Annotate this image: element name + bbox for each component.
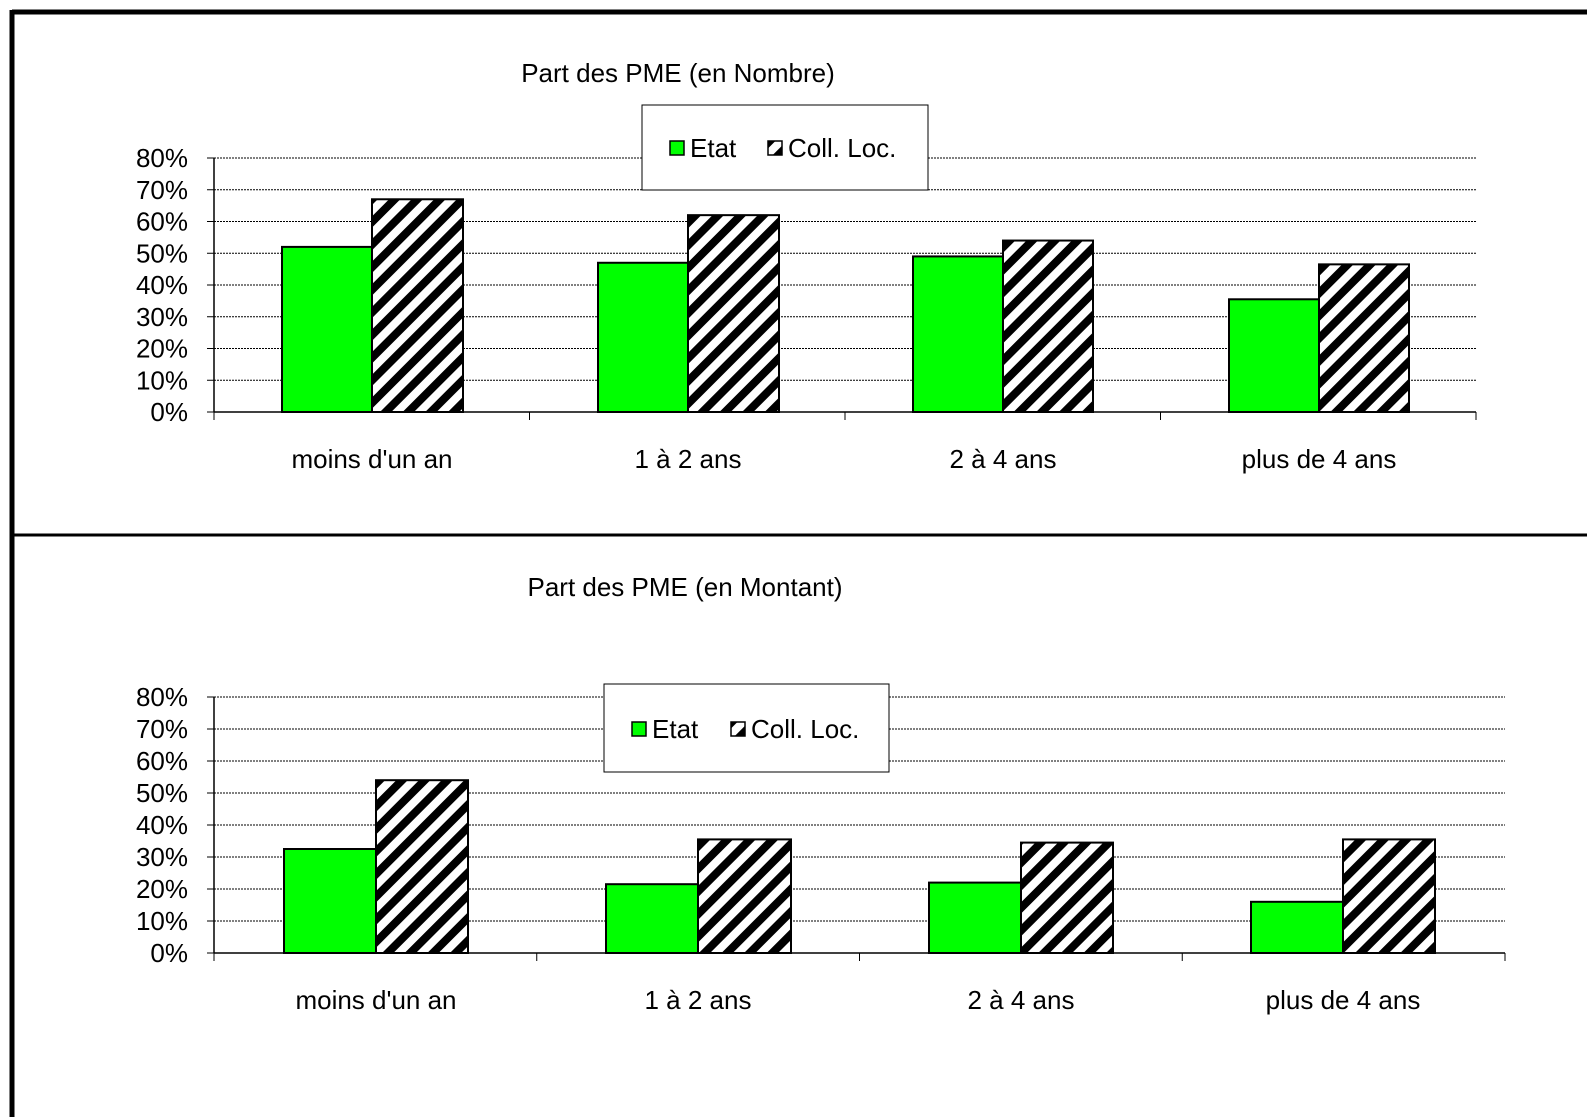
bars	[283, 779, 1436, 955]
y-tick-label: 80%	[136, 682, 188, 712]
legend-swatch-etat	[669, 140, 685, 156]
bar-coll-loc	[371, 198, 464, 413]
legend-label-etat: Etat	[652, 714, 699, 744]
y-tick-label: 10%	[136, 365, 188, 395]
x-tick-label: 2 à 4 ans	[950, 444, 1057, 474]
bar-coll-loc	[697, 838, 792, 955]
bar-coll-loc	[1020, 841, 1114, 954]
bars	[281, 198, 1410, 414]
chart-title: Part des PME (en Montant)	[527, 572, 842, 602]
y-tick-label: 10%	[136, 906, 188, 936]
bar-coll-loc	[1342, 838, 1436, 955]
x-tick-label: moins d'un an	[295, 985, 456, 1015]
y-tick-label: 80%	[136, 143, 188, 173]
legend-label-coll-loc: Coll. Loc.	[751, 714, 859, 744]
figure-frame	[9, 9, 1587, 1117]
legend-box	[603, 683, 890, 773]
y-tick-label: 60%	[136, 207, 188, 237]
bar-etat	[597, 261, 689, 413]
legend-swatch-coll-loc	[730, 721, 746, 737]
y-tick-label: 40%	[136, 270, 188, 300]
bar-etat	[928, 881, 1022, 954]
x-tick-label: plus de 4 ans	[1242, 444, 1397, 474]
y-tick-label: 30%	[136, 842, 188, 872]
y-tick-label: 20%	[136, 334, 188, 364]
bar-etat	[1228, 298, 1320, 414]
y-tick-label: 50%	[136, 238, 188, 268]
chart-title: Part des PME (en Nombre)	[521, 58, 835, 88]
y-axis-ticks: 0%10%20%30%40%50%60%70%80%	[136, 143, 214, 427]
x-tick-label: 1 à 2 ans	[635, 444, 742, 474]
chart-part-pme-montant: Part des PME (en Montant) 0%10%20%30%40%…	[136, 572, 1506, 1015]
x-axis-labels: moins d'un an 1 à 2 ans 2 à 4 ans plus de 4…	[295, 985, 1420, 1015]
x-tick-label: 1 à 2 ans	[645, 985, 752, 1015]
y-tick-label: 50%	[136, 778, 188, 808]
y-tick-label: 0%	[150, 938, 188, 968]
x-axis-labels: moins d'un an 1 à 2 ans 2 à 4 ans plus de 4…	[291, 444, 1396, 474]
legend-swatch-coll-loc	[767, 140, 783, 156]
bar-coll-loc	[1318, 263, 1410, 413]
legend-label-coll-loc: Coll. Loc.	[788, 133, 896, 163]
bar-etat	[1250, 900, 1344, 954]
x-axis	[213, 158, 1477, 420]
y-tick-label: 70%	[136, 175, 188, 205]
bar-coll-loc	[375, 779, 469, 955]
bar-etat	[605, 883, 699, 955]
x-tick-label: 2 à 4 ans	[968, 985, 1075, 1015]
bar-etat	[283, 848, 377, 954]
legend-swatch-etat	[631, 721, 647, 737]
legend: Etat Coll. Loc.	[641, 104, 929, 191]
x-tick-label: plus de 4 ans	[1266, 985, 1421, 1015]
y-tick-label: 0%	[150, 397, 188, 427]
legend: Etat Coll. Loc.	[603, 683, 890, 773]
bar-etat	[912, 255, 1004, 413]
y-tick-label: 20%	[136, 874, 188, 904]
y-tick-label: 70%	[136, 714, 188, 744]
x-axis	[213, 697, 1506, 961]
x-tick-label: moins d'un an	[291, 444, 452, 474]
bar-coll-loc	[687, 214, 780, 413]
y-tick-label: 60%	[136, 746, 188, 776]
y-tick-label: 40%	[136, 810, 188, 840]
bar-etat	[281, 245, 373, 413]
legend-label-etat: Etat	[690, 133, 737, 163]
legend-box	[641, 104, 929, 191]
bar-coll-loc	[1002, 239, 1094, 413]
y-tick-label: 30%	[136, 302, 188, 332]
chart-part-pme-nombre: Part des PME (en Nombre) 0%10%20%30%40%5…	[136, 58, 1477, 474]
y-axis-ticks: 0%10%20%30%40%50%60%70%80%	[136, 682, 214, 968]
